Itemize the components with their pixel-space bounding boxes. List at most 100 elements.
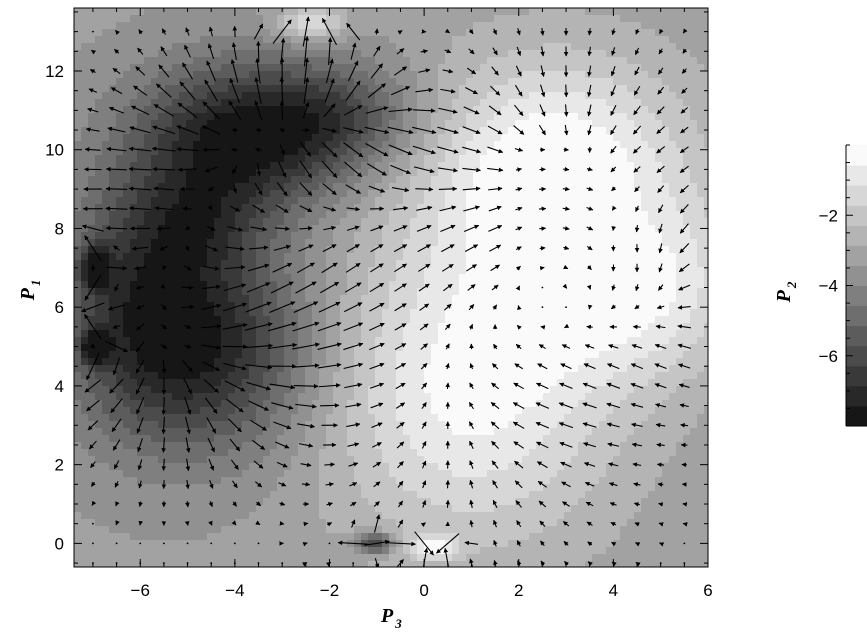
heatmap-cell — [697, 78, 705, 86]
heatmap-cell — [319, 197, 327, 205]
heatmap-cell — [326, 253, 334, 261]
heatmap-cell — [641, 204, 649, 212]
heatmap-cell — [249, 379, 257, 387]
heatmap-cell — [557, 120, 565, 128]
heatmap-cell — [263, 337, 271, 345]
heatmap-cell — [550, 22, 558, 30]
heatmap-cell — [354, 239, 362, 247]
heatmap-cell — [487, 372, 495, 380]
heatmap-cell — [256, 183, 264, 191]
heatmap-cell — [249, 239, 257, 247]
heatmap-cell — [606, 309, 614, 317]
heatmap-cell — [326, 316, 334, 324]
heatmap-cell — [571, 8, 579, 16]
heatmap-cell — [487, 386, 495, 394]
heatmap-cell — [207, 120, 215, 128]
heatmap-cell — [389, 351, 397, 359]
heatmap-cell — [368, 120, 376, 128]
heatmap-cell — [704, 309, 708, 317]
heatmap-cell — [319, 43, 327, 51]
heatmap-cell — [522, 92, 530, 100]
heatmap-cell — [382, 50, 390, 58]
heatmap-cell — [669, 22, 677, 30]
heatmap-cell — [74, 71, 82, 79]
heatmap-cell — [186, 50, 194, 58]
heatmap-cell — [627, 211, 635, 219]
heatmap-cell — [578, 344, 586, 352]
heatmap-cell — [389, 204, 397, 212]
heatmap-cell — [354, 113, 362, 121]
heatmap-cell — [620, 323, 628, 331]
heatmap-cell — [249, 302, 257, 310]
heatmap-cell — [102, 43, 110, 51]
heatmap-cell — [319, 50, 327, 58]
heatmap-cell — [564, 120, 572, 128]
heatmap-cell — [151, 141, 159, 149]
heatmap-cell — [235, 92, 243, 100]
heatmap-cell — [214, 106, 222, 114]
heatmap-cell — [361, 85, 369, 93]
heatmap-cell — [158, 344, 166, 352]
heatmap-cell — [235, 281, 243, 289]
heatmap-cell — [256, 351, 264, 359]
heatmap-cell — [410, 211, 418, 219]
heatmap-cell — [193, 85, 201, 93]
heatmap-cell — [368, 302, 376, 310]
heatmap-cell — [557, 36, 565, 44]
heatmap-cell — [697, 323, 705, 331]
heatmap-cell — [459, 239, 467, 247]
heatmap-cell — [445, 176, 453, 184]
heatmap-cell — [207, 64, 215, 72]
heatmap-cell — [249, 281, 257, 289]
heatmap-cell — [606, 358, 614, 366]
heatmap-cell — [340, 15, 348, 23]
heatmap-cell — [606, 15, 614, 23]
heatmap-cell — [620, 337, 628, 345]
heatmap-cell — [305, 8, 313, 16]
heatmap-cell — [445, 225, 453, 233]
heatmap-cell — [88, 8, 96, 16]
heatmap-cell — [228, 141, 236, 149]
heatmap-cell — [256, 288, 264, 296]
heatmap-cell — [158, 169, 166, 177]
heatmap-cell — [375, 99, 383, 107]
heatmap-cell — [193, 22, 201, 30]
heatmap-cell — [522, 204, 530, 212]
heatmap-cell — [690, 134, 698, 142]
heatmap-cell — [599, 295, 607, 303]
heatmap-cell — [683, 302, 691, 310]
heatmap-cell — [410, 344, 418, 352]
heatmap-cell — [634, 127, 642, 135]
heatmap-cell — [564, 358, 572, 366]
heatmap-cell — [347, 295, 355, 303]
heatmap-cell — [263, 78, 271, 86]
heatmap-cell — [319, 372, 327, 380]
heatmap-cell — [200, 134, 208, 142]
heatmap-cell — [207, 134, 215, 142]
heatmap-cell — [515, 134, 523, 142]
heatmap-cell — [347, 8, 355, 16]
heatmap-cell — [536, 379, 544, 387]
heatmap-cell — [641, 316, 649, 324]
heatmap-cell — [410, 351, 418, 359]
heatmap-cell — [697, 316, 705, 324]
heatmap-cell — [690, 267, 698, 275]
heatmap-cell — [683, 358, 691, 366]
heatmap-cell — [669, 106, 677, 114]
heatmap-cell — [592, 309, 600, 317]
heatmap-cell — [648, 386, 656, 394]
heatmap-cell — [501, 190, 509, 198]
heatmap-cell — [95, 211, 103, 219]
heatmap-cell — [312, 120, 320, 128]
heatmap-cell — [165, 302, 173, 310]
heatmap-cell — [473, 134, 481, 142]
heatmap-cell — [662, 302, 670, 310]
heatmap-cell — [683, 190, 691, 198]
heatmap-cell — [585, 302, 593, 310]
heatmap-cell — [627, 162, 635, 170]
heatmap-cell — [438, 22, 446, 30]
heatmap-cell — [235, 309, 243, 317]
heatmap-cell — [676, 204, 684, 212]
heatmap-cell — [480, 8, 488, 16]
heatmap-cell — [697, 246, 705, 254]
